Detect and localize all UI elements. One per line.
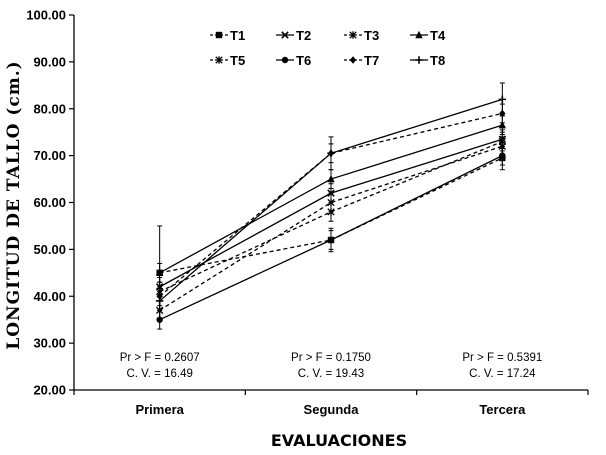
legend-label: T3 <box>364 28 379 43</box>
x-tick-label: Tercera <box>479 402 526 417</box>
y-tick-label: 20.00 <box>33 383 66 398</box>
legend-item-t6: T6 <box>276 53 311 68</box>
data-point <box>498 120 507 129</box>
legend-label: T8 <box>430 53 445 68</box>
data-point <box>499 152 506 159</box>
legend-item-t4: T4 <box>410 28 446 43</box>
y-axis-label: LONGITUD DE TALLO (cm.) <box>4 60 24 349</box>
legend-item-t8: T8 <box>410 53 445 68</box>
legend-item-t1: T1 <box>210 28 245 43</box>
data-point <box>156 316 163 323</box>
y-tick-label: 80.00 <box>33 101 66 116</box>
y-tick-label: 90.00 <box>33 54 66 69</box>
y-tick-label: 100.00 <box>26 8 66 23</box>
data-point <box>327 198 335 207</box>
y-tick-label: 30.00 <box>33 336 66 351</box>
x-axis-label: EVALUACIONES <box>271 431 407 450</box>
data-point <box>155 268 164 277</box>
cv-annotation: C. V. = 17.24 <box>469 368 536 380</box>
legend-label: T4 <box>430 28 446 43</box>
legend-marker <box>349 31 357 39</box>
prf-annotation: Pr > F = 0.1750 <box>291 352 371 364</box>
legend-label: T1 <box>230 28 245 43</box>
legend-marker <box>349 56 357 64</box>
data-point <box>327 236 335 244</box>
legend-label: T7 <box>364 53 379 68</box>
legend-label: T5 <box>230 53 245 68</box>
data-point <box>155 297 164 305</box>
x-tick-label: Primera <box>135 402 184 417</box>
series-line <box>159 157 503 274</box>
series-t8 <box>155 82 507 311</box>
data-point <box>498 95 507 104</box>
y-tick-label: 60.00 <box>33 195 66 210</box>
x-tick-label: Segunda <box>304 402 360 417</box>
cv-annotation: C. V. = 16.49 <box>126 368 192 380</box>
data-point <box>327 149 335 157</box>
legend-marker <box>415 56 423 64</box>
series-t6 <box>156 145 506 330</box>
cv-annotation: C. V. = 19.43 <box>298 368 364 380</box>
legend-marker <box>415 30 423 39</box>
series-line <box>159 145 503 311</box>
legend-item-t7: T7 <box>344 53 379 68</box>
legend-label: T2 <box>296 28 311 43</box>
legend-item-t5: T5 <box>210 53 245 68</box>
legend-item-t2: T2 <box>276 28 311 43</box>
legend-label: T6 <box>296 53 311 68</box>
y-tick-label: 50.00 <box>33 242 66 257</box>
y-tick-label: 70.00 <box>33 148 66 163</box>
y-tick-label: 40.00 <box>33 289 66 304</box>
legend-marker <box>215 56 223 64</box>
legend-marker <box>281 31 289 39</box>
legend-marker <box>215 31 223 39</box>
data-point <box>327 174 335 183</box>
prf-annotation: Pr > F = 0.2607 <box>120 352 200 364</box>
legend-item-t3: T3 <box>344 28 379 43</box>
legend-marker <box>281 56 289 64</box>
prf-annotation: Pr > F = 0.5391 <box>462 352 542 364</box>
